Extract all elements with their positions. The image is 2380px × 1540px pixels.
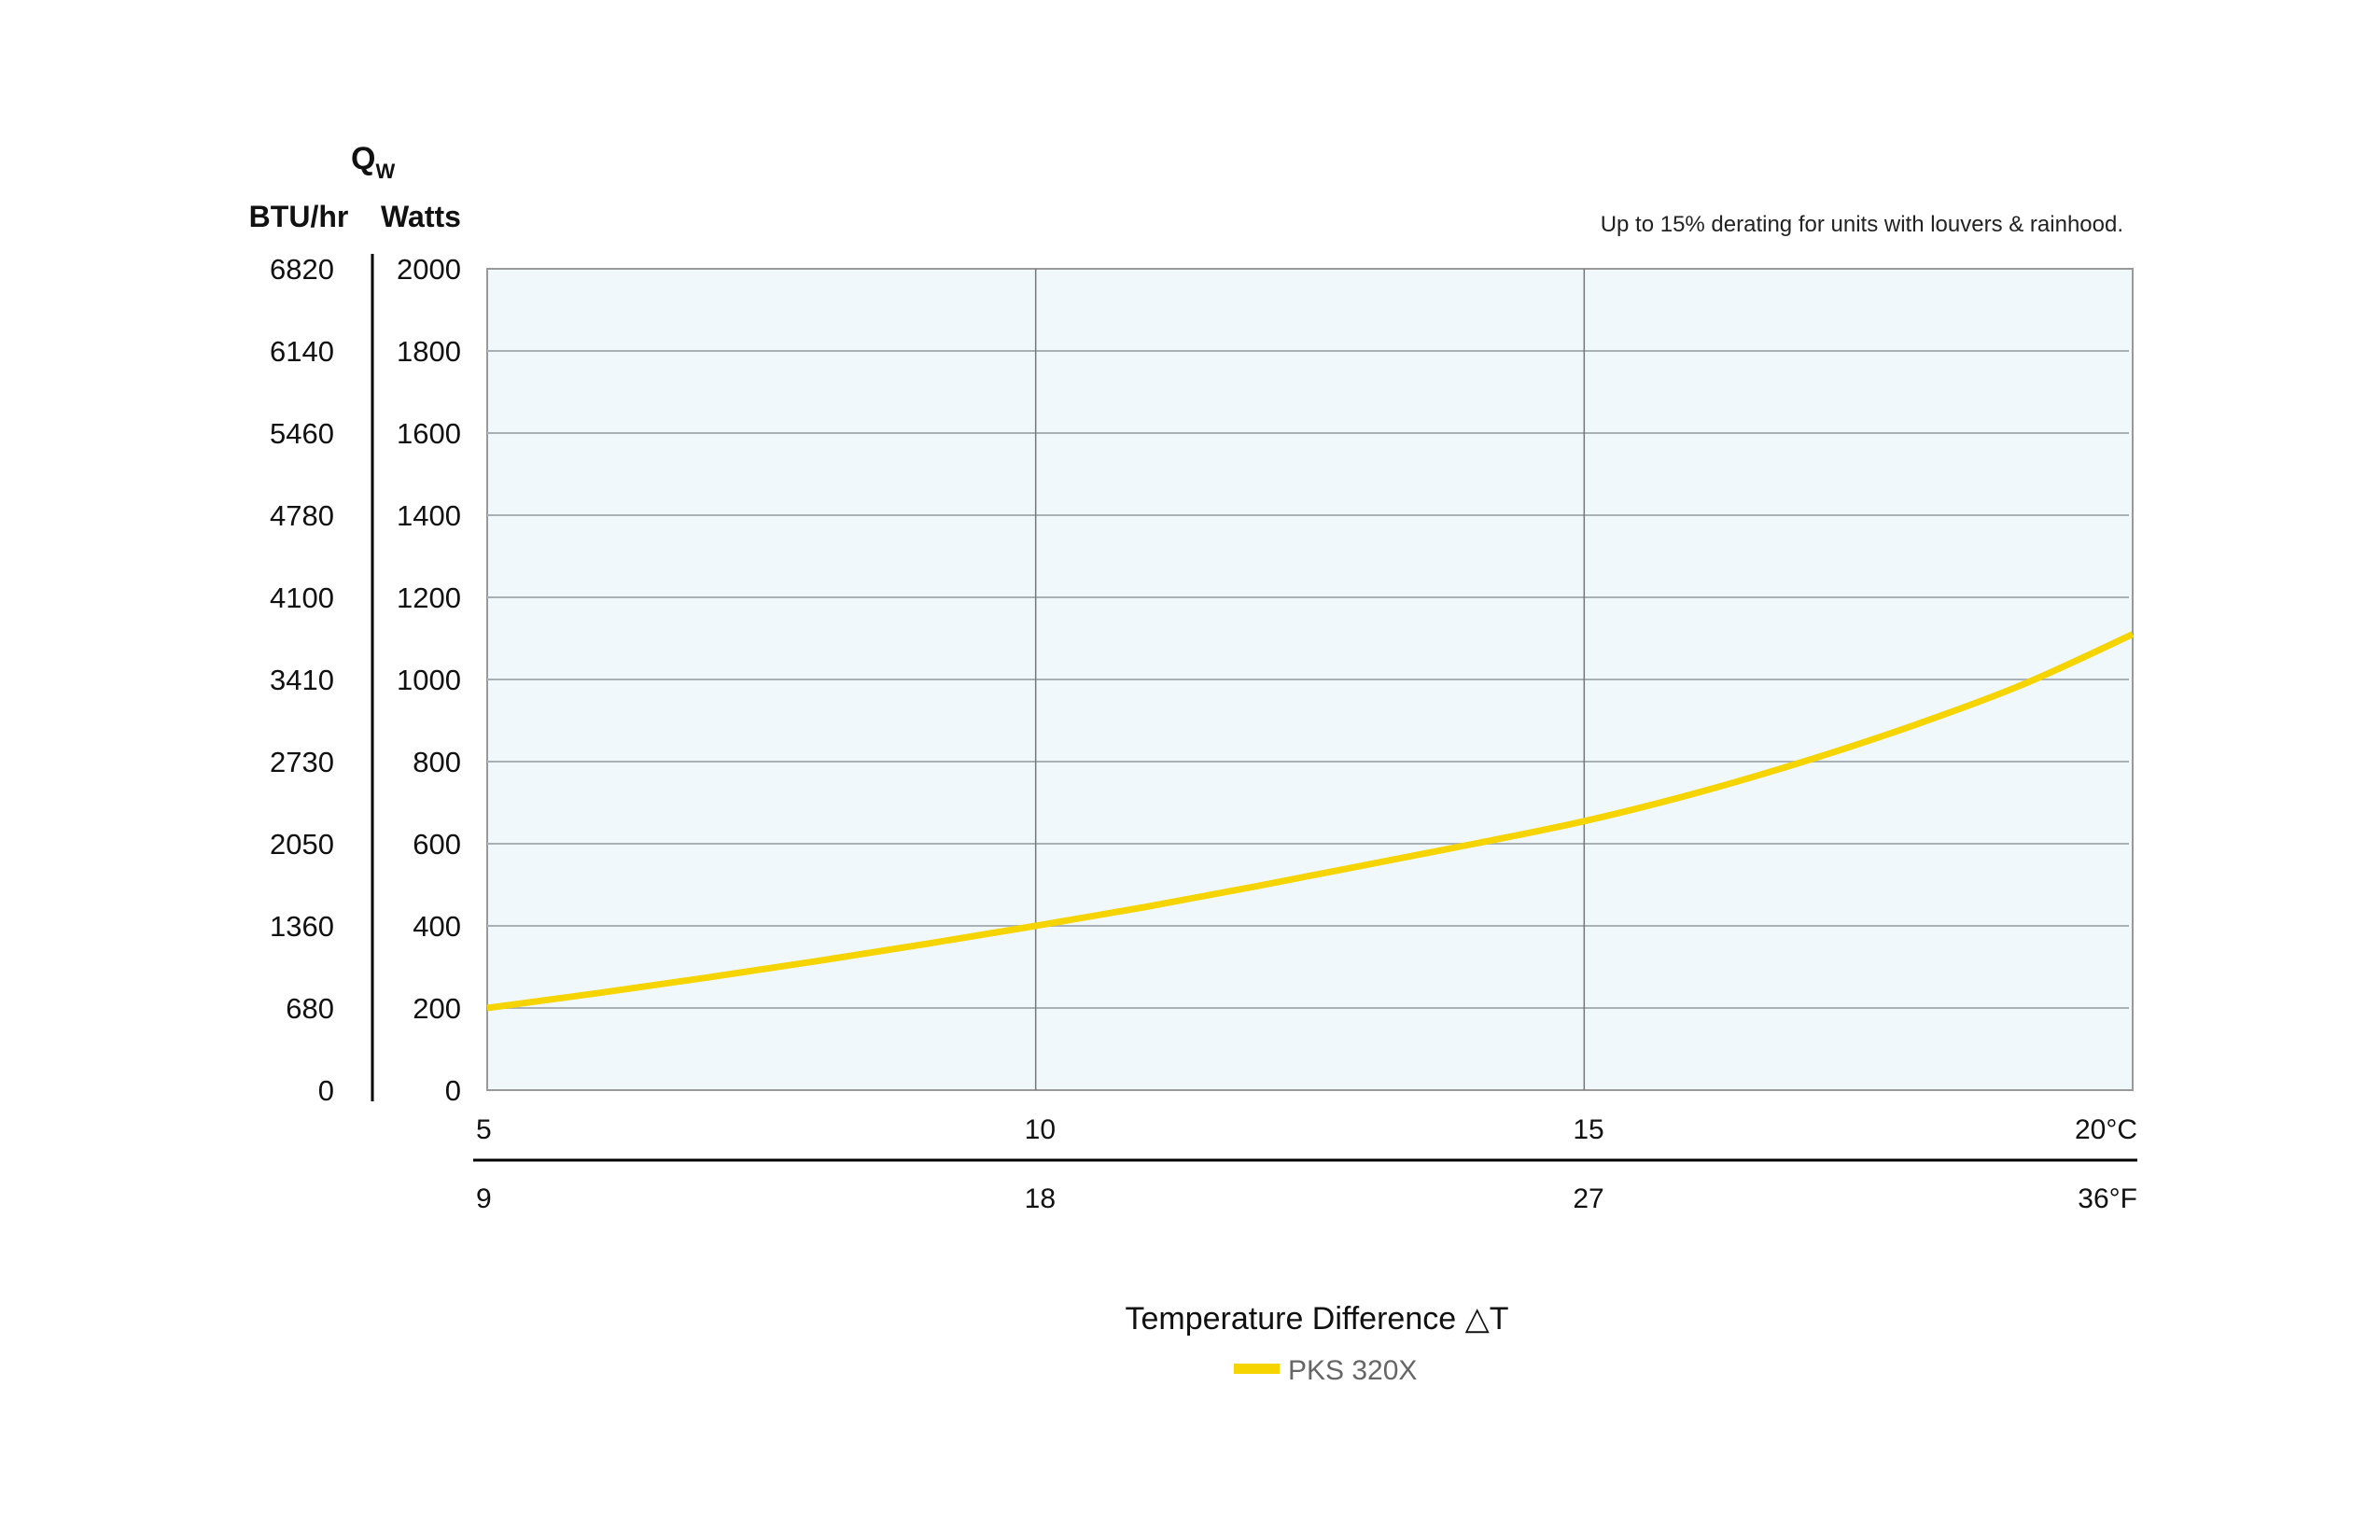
y-tick-label-btu: 6820 [270, 253, 334, 286]
y-tick-label-btu: 4100 [270, 581, 334, 614]
y-tick-label-watts: 1400 [397, 499, 461, 532]
y-tick-label-watts: 1200 [397, 581, 461, 614]
legend: PKS 320X [1234, 1355, 1417, 1386]
y-units-right: Watts [381, 200, 461, 233]
y-tick-label-btu: 0 [318, 1074, 334, 1107]
y-tick-label-btu: 3410 [270, 664, 334, 696]
x-tick-label-fahrenheit: 36°F [2078, 1183, 2137, 1214]
y-tick-label-btu: 5460 [270, 417, 334, 450]
x-tick-label-fahrenheit: 9 [476, 1183, 492, 1214]
x-axis-title: Temperature Difference △T [1125, 1301, 1508, 1337]
y-tick-label-watts: 200 [413, 992, 461, 1025]
x-tick-label-celsius: 5 [476, 1114, 492, 1145]
y-tick-label-watts: 600 [413, 828, 461, 861]
y-tick-label-btu: 680 [286, 992, 334, 1025]
y-tick-label-watts: 400 [413, 910, 461, 943]
y-symbol: QW [351, 141, 395, 183]
x-tick-label-celsius: 10 [1025, 1114, 1056, 1145]
y-tick-label-btu: 2050 [270, 828, 334, 861]
legend-label: PKS 320X [1288, 1355, 1417, 1386]
x-tick-label-celsius: 15 [1573, 1114, 1603, 1145]
y-tick-label-watts: 800 [413, 746, 461, 778]
y-tick-label-btu: 1360 [270, 910, 334, 943]
derating-note: Up to 15% derating for units with louver… [1601, 212, 2123, 237]
y-units-left: BTU/hr [249, 200, 349, 233]
y-tick-label-btu: 6140 [270, 335, 334, 368]
legend-swatch [1234, 1364, 1280, 1374]
x-tick-label-fahrenheit: 18 [1025, 1183, 1056, 1214]
x-tick-label-fahrenheit: 27 [1573, 1183, 1603, 1214]
x-tick-label-celsius: 20°C [2075, 1114, 2137, 1145]
y-tick-label-watts: 1600 [397, 417, 461, 450]
y-tick-label-watts: 1800 [397, 335, 461, 368]
y-symbol-subscript: W [375, 160, 395, 183]
y-tick-label-watts: 2000 [397, 253, 461, 286]
y-tick-label-btu: 2730 [270, 746, 334, 778]
series-line [486, 631, 2135, 1012]
y-tick-label-btu: 4780 [270, 499, 334, 532]
y-tick-label-watts: 1000 [397, 664, 461, 696]
y-tick-label-watts: 0 [445, 1074, 461, 1107]
